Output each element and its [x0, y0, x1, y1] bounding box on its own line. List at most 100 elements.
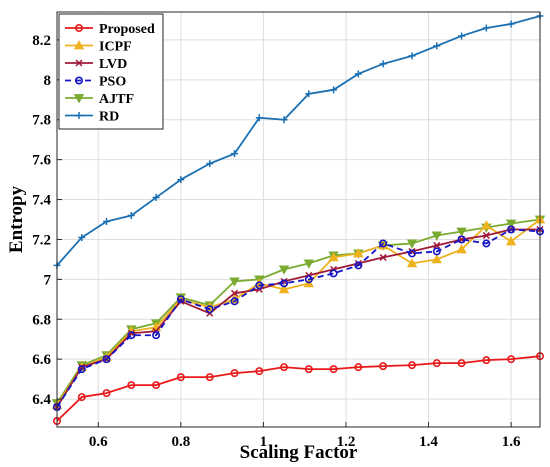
data-point-rd [177, 176, 185, 184]
series-line-rd [56, 15, 541, 266]
data-point-pso [102, 355, 111, 364]
legend-entry-proposed: Proposed [65, 22, 155, 37]
legend-marker-lvd [75, 59, 83, 67]
legend-label-rd: RD [99, 110, 119, 125]
data-point-proposed [152, 381, 161, 390]
x-tick-label: 1.6 [502, 434, 521, 450]
data-point-rd [458, 32, 466, 40]
series-line-pso [56, 228, 541, 408]
data-point-icpf [431, 254, 442, 264]
data-point-pso [354, 261, 363, 270]
data-point-proposed [457, 359, 466, 368]
y-axis-label: Entropy [6, 185, 27, 253]
data-point-proposed [205, 373, 214, 382]
data-point-rd [507, 20, 515, 28]
data-point-proposed [77, 393, 86, 402]
data-point-rd [482, 24, 490, 32]
legend-entry-ajtf: AJTF [65, 92, 134, 107]
data-point-icpf [456, 244, 467, 254]
data-point-lvd [230, 289, 239, 297]
legend-box [58, 13, 164, 130]
legend-entry-icpf: ICPF [65, 40, 132, 55]
y-tick-label: 8.2 [32, 33, 51, 49]
data-point-icpf [278, 284, 290, 294]
legend-label-proposed: Proposed [99, 22, 155, 37]
data-point-lvd [78, 363, 86, 371]
data-point-pso [482, 239, 491, 248]
legend-entry-lvd: LVD [65, 57, 127, 72]
data-point-icpf [353, 248, 364, 258]
y-tick-label: 7.4 [32, 193, 51, 209]
series-group [51, 12, 546, 426]
data-point-proposed [304, 365, 313, 374]
x-tick-label: 0.6 [89, 434, 108, 450]
data-point-lvd [379, 253, 387, 261]
legend-marker-pso [75, 76, 84, 85]
data-point-pso [304, 275, 313, 284]
series-line-proposed [56, 355, 541, 422]
data-point-proposed [354, 363, 363, 372]
data-point-rd [354, 70, 362, 78]
x-tick-label: 1.2 [337, 434, 356, 450]
x-tick-label: 1.4 [419, 434, 438, 450]
data-point-rd [408, 52, 416, 60]
data-point-ajtf [278, 265, 290, 275]
y-tick-label: 8 [44, 73, 52, 89]
data-point-lvd [127, 329, 135, 337]
data-point-rd [305, 90, 313, 98]
data-point-pso [432, 247, 441, 256]
data-point-proposed [329, 365, 338, 374]
legend-label-lvd: LVD [99, 57, 127, 72]
x-axis-label: Scaling Factor [240, 442, 358, 463]
data-point-proposed [408, 361, 417, 370]
legend-entry-pso: PSO [65, 75, 126, 90]
data-point-rd [231, 150, 239, 158]
legend-marker-icpf [73, 40, 85, 50]
data-point-proposed [102, 389, 111, 398]
y-tick-label: 7 [44, 272, 52, 288]
series-line-ajtf [56, 218, 541, 404]
data-point-rd [127, 212, 135, 220]
data-point-lvd [433, 241, 441, 249]
legend-marker-rd [75, 112, 83, 119]
data-point-rd [330, 86, 338, 94]
data-point-ajtf [303, 259, 315, 269]
data-point-ajtf [431, 231, 442, 241]
data-point-proposed [432, 359, 441, 368]
data-point-pso [152, 331, 161, 340]
data-point-rd [255, 114, 263, 122]
y-tick-label: 7.2 [32, 232, 51, 248]
data-point-rd [433, 42, 441, 50]
y-tick-label: 7.6 [32, 153, 51, 169]
data-point-proposed [230, 369, 239, 378]
series-rd [53, 12, 544, 269]
data-point-lvd [482, 231, 490, 239]
y-tick-label: 6.8 [32, 312, 51, 328]
data-point-rd [152, 194, 160, 202]
data-point-proposed [255, 367, 264, 376]
series-line-icpf [56, 218, 541, 406]
data-point-proposed [507, 355, 516, 364]
legend-marker-proposed [75, 23, 84, 32]
data-point-proposed [280, 363, 289, 372]
plot-frame [56, 11, 541, 428]
data-point-rd [206, 160, 214, 168]
data-point-rd [280, 116, 288, 124]
legend-label-icpf: ICPF [99, 40, 132, 55]
data-point-pso [507, 225, 516, 234]
data-point-rd [78, 233, 86, 241]
data-point-icpf [406, 258, 418, 268]
data-point-proposed [379, 362, 388, 371]
data-point-proposed [127, 381, 136, 390]
data-point-proposed [482, 356, 491, 365]
y-tick-label: 7.8 [32, 113, 51, 129]
data-point-ajtf [229, 277, 240, 287]
legend: Proposed ICPF LVD PSO AJTF RD [58, 13, 164, 130]
data-point-pso [457, 235, 466, 244]
data-point-rd [379, 60, 387, 68]
data-point-pso [77, 365, 86, 374]
legend-label-ajtf: AJTF [99, 92, 134, 107]
data-point-pso [255, 281, 264, 290]
data-point-pso [408, 249, 417, 258]
